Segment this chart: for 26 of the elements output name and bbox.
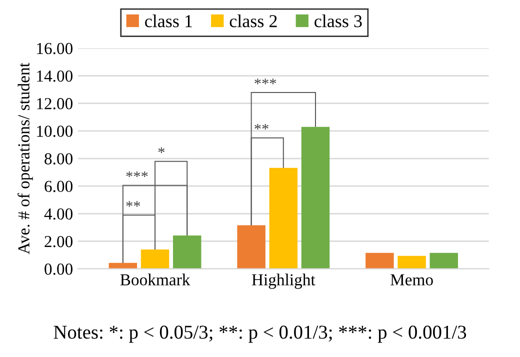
text: Notes: *: p < 0.05/3; **: p < 0.01/3; ***: p < 0.001/3 bbox=[54, 326, 466, 343]
x-tick-label: Highlight bbox=[252, 274, 316, 289]
annotation: * bbox=[158, 147, 164, 154]
y-tick-label: 12.00 bbox=[37, 98, 73, 110]
y-tick-label: 6.00 bbox=[44, 180, 73, 192]
legend-label: class 2 bbox=[230, 14, 277, 28]
x-tick-label: Bookmark bbox=[120, 274, 190, 286]
legend-label: class 1 bbox=[145, 14, 192, 28]
bar bbox=[398, 256, 426, 269]
y-tick-label: 8.00 bbox=[44, 153, 73, 165]
y-tick-label: 16.00 bbox=[37, 42, 73, 54]
legend-label: class 3 bbox=[314, 14, 362, 28]
y-tick-label: 4.00 bbox=[44, 208, 73, 220]
bar bbox=[430, 252, 458, 269]
y-axis-title: Ave. # of operations/ student bbox=[18, 62, 33, 254]
annotation: ** bbox=[126, 201, 140, 207]
y-tick-label: 0.00 bbox=[44, 264, 73, 275]
annotation: ** bbox=[254, 124, 268, 130]
annotation: *** bbox=[126, 171, 148, 178]
bar bbox=[108, 262, 138, 269]
y-tick-label: 14.00 bbox=[37, 70, 73, 82]
y-tick-label: 2.00 bbox=[44, 236, 73, 248]
bar bbox=[366, 252, 394, 269]
y-tick-label: 10.00 bbox=[37, 126, 73, 137]
x-tick-label: Memo bbox=[390, 274, 433, 286]
annotation: *** bbox=[254, 78, 276, 84]
